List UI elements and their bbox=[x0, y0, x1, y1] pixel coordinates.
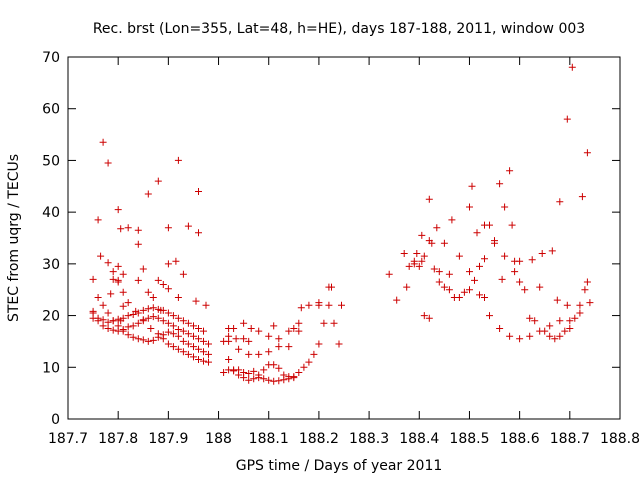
x-tick-label: 187.8 bbox=[98, 431, 138, 447]
x-tick-label: 188.3 bbox=[349, 431, 389, 447]
x-tick-label: 188.8 bbox=[600, 431, 640, 447]
x-axis-label: GPS time / Days of year 2011 bbox=[236, 458, 443, 474]
y-tick-label: 40 bbox=[42, 205, 60, 221]
y-tick-label: 20 bbox=[42, 309, 60, 325]
y-tick-label: 70 bbox=[42, 50, 60, 66]
y-tick-label: 60 bbox=[42, 102, 60, 118]
stec-scatter-chart: Rec. brst (Lon=355, Lat=48, h=HE), days … bbox=[0, 0, 640, 480]
chart-title: Rec. brst (Lon=355, Lat=48, h=HE), days … bbox=[93, 21, 585, 37]
x-tick-label: 188.7 bbox=[550, 431, 590, 447]
y-tick-label: 30 bbox=[42, 257, 60, 273]
y-tick-label: 10 bbox=[42, 360, 60, 376]
x-tick-label: 188 bbox=[205, 431, 232, 447]
y-tick-label: 0 bbox=[51, 412, 60, 428]
x-tick-label: 188.1 bbox=[249, 431, 289, 447]
x-tick-label: 188.4 bbox=[399, 431, 439, 447]
x-tick-label: 187.7 bbox=[48, 431, 88, 447]
y-tick-label: 50 bbox=[42, 153, 60, 169]
x-tick-label: 188.6 bbox=[500, 431, 540, 447]
y-axis-label: STEC from uqrg / TECUs bbox=[6, 154, 22, 322]
x-tick-label: 188.2 bbox=[299, 431, 339, 447]
x-tick-label: 187.9 bbox=[148, 431, 188, 447]
chart-background bbox=[0, 0, 640, 480]
x-tick-label: 188.5 bbox=[449, 431, 489, 447]
